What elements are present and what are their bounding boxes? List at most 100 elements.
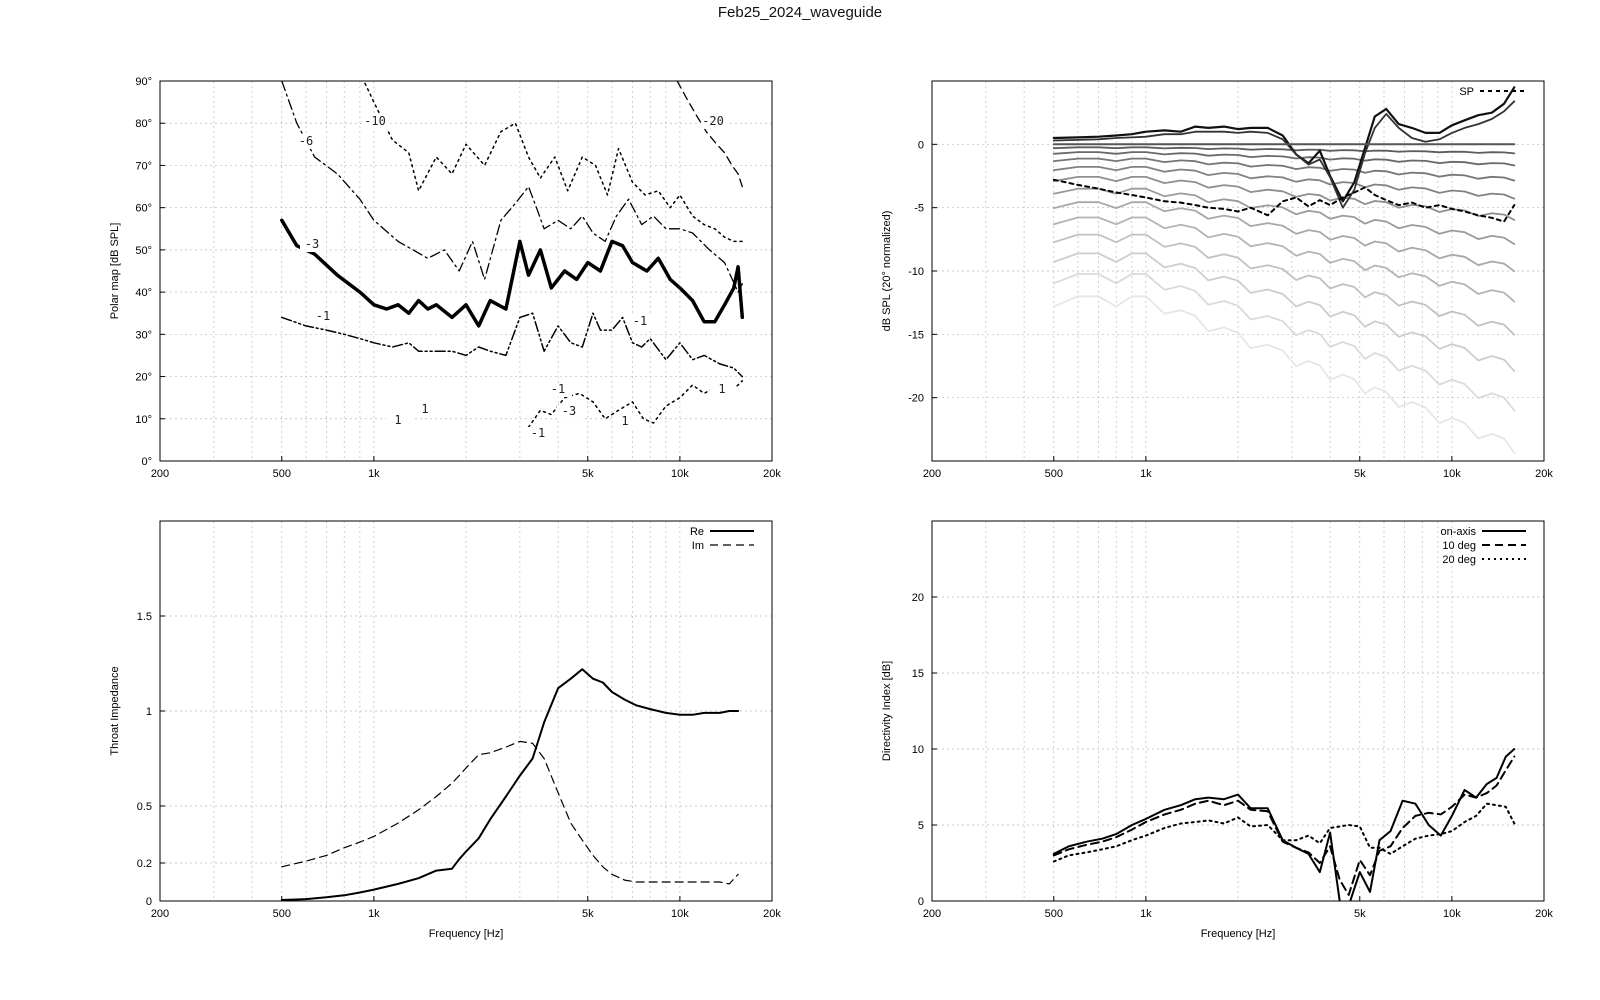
series-20-deg bbox=[1052, 802, 1516, 863]
contour-label-bg bbox=[557, 405, 583, 419]
contour-label: -1 bbox=[316, 309, 330, 323]
contour-line bbox=[676, 81, 743, 188]
x-tick-label: 1k bbox=[1140, 468, 1152, 480]
legend-label: Im bbox=[692, 540, 704, 552]
y-tick-label: 10° bbox=[135, 414, 152, 426]
y-tick-label: 1.5 bbox=[137, 611, 152, 623]
x-tick-label: 200 bbox=[923, 908, 941, 920]
contour-label: 1 bbox=[421, 402, 428, 416]
y-tick-label: 0 bbox=[918, 896, 924, 908]
contour-line bbox=[281, 312, 744, 378]
off-axis-curve bbox=[1052, 187, 1516, 246]
off-axis-curve bbox=[1052, 233, 1516, 336]
contour-label-bg bbox=[300, 238, 326, 252]
y-axis-label: dB SPL (20° normalized) bbox=[881, 211, 893, 332]
x-axis-label: Frequency [Hz] bbox=[429, 928, 504, 940]
contour-label: -1 bbox=[551, 382, 565, 396]
series-0 bbox=[1052, 86, 1516, 203]
plot-area-impedance bbox=[280, 668, 740, 901]
contour-line bbox=[280, 218, 745, 328]
x-tick-label: 200 bbox=[151, 468, 169, 480]
x-tick-label: 1k bbox=[368, 908, 380, 920]
plot-area-polar: -20 -10 -6 -3 -1 -1 1 1 -1 -3 -1 1 1 bbox=[280, 81, 745, 441]
contour-label-bg bbox=[613, 415, 639, 429]
x-tick-label: 500 bbox=[1045, 908, 1063, 920]
y-tick-label: 0.5 bbox=[137, 801, 152, 813]
x-tick-label: 5k bbox=[582, 468, 594, 480]
contour-label-bg bbox=[386, 414, 412, 428]
contour-label-bg bbox=[701, 115, 727, 129]
contour-label-bg bbox=[546, 383, 572, 397]
y-tick-label: 20° bbox=[135, 372, 152, 384]
x-tick-label: 1k bbox=[1140, 908, 1152, 920]
legend-sp-label: SP bbox=[1459, 86, 1474, 98]
contour-label: -1 bbox=[531, 426, 545, 440]
series-sp bbox=[1052, 178, 1516, 223]
off-axis-curve bbox=[1052, 273, 1516, 412]
x-tick-label: 500 bbox=[273, 468, 291, 480]
off-axis-curve bbox=[1052, 216, 1516, 303]
contour-label-bg bbox=[526, 427, 552, 441]
contour-line bbox=[363, 81, 744, 243]
x-tick-label: 5k bbox=[1354, 908, 1366, 920]
contour-label: -3 bbox=[305, 237, 319, 251]
x-axis-label: Frequency [Hz] bbox=[1201, 928, 1276, 940]
off-axis-curve bbox=[1052, 201, 1516, 273]
legend-label: on-axis bbox=[1441, 526, 1477, 538]
contour-label: 1 bbox=[394, 413, 401, 427]
plot-area-di bbox=[1052, 748, 1516, 901]
y-axis-label: Polar map [dB SPL] bbox=[109, 223, 121, 320]
y-tick-label: 90° bbox=[135, 76, 152, 88]
y-tick-label: 60° bbox=[135, 203, 152, 215]
contour-label: -3 bbox=[562, 404, 576, 418]
x-tick-label: 20k bbox=[1535, 908, 1553, 920]
off-axis-curve bbox=[1052, 151, 1516, 167]
y-tick-label: 50° bbox=[135, 245, 152, 257]
plot-frame bbox=[931, 520, 1545, 902]
x-tick-label: 20k bbox=[763, 468, 781, 480]
y-tick-label: 0 bbox=[146, 896, 152, 908]
contour-label: -1 bbox=[633, 314, 647, 328]
series-Im bbox=[281, 740, 739, 885]
off-axis-curve bbox=[1052, 165, 1516, 200]
panel-di: 200 500 1k 5k 10k 20k 0 5 10 15 20 Directivity Inde… bbox=[881, 520, 1553, 940]
figure-title: Feb25_2024_waveguide bbox=[717, 4, 883, 21]
off-axis-curve bbox=[1052, 157, 1516, 182]
y-tick-label: 20 bbox=[912, 592, 924, 604]
series-on-axis bbox=[1052, 748, 1516, 901]
contour-label-bg bbox=[413, 403, 439, 417]
contour-label-bg bbox=[628, 315, 654, 329]
x-tick-label: 500 bbox=[273, 908, 291, 920]
panel-impedance: 200 500 1k 5k 10k 20k 0 0.2 0.5 1 1.5 Throat Impeda… bbox=[109, 520, 781, 940]
y-tick-label: 0° bbox=[141, 456, 152, 468]
y-tick-label: 40° bbox=[135, 287, 152, 299]
contour-label: -20 bbox=[702, 114, 724, 128]
y-tick-label: -15 bbox=[908, 329, 924, 341]
x-tick-label: 10k bbox=[1443, 468, 1461, 480]
x-tick-label: 500 bbox=[1045, 468, 1063, 480]
y-tick-label: 80° bbox=[135, 118, 152, 130]
x-tick-label: 10k bbox=[671, 908, 689, 920]
x-tick-label: 5k bbox=[1354, 468, 1366, 480]
y-tick-label: -20 bbox=[908, 393, 924, 405]
panel-polar: 200 500 1k 5k 10k 20k 0° 10° 20° 30° 40° 50° 60° 70° 8… bbox=[109, 76, 781, 480]
x-tick-label: 5k bbox=[582, 908, 594, 920]
off-axis-curve bbox=[1052, 175, 1516, 221]
contour-label: -10 bbox=[364, 114, 386, 128]
y-tick-label: 1 bbox=[146, 706, 152, 718]
off-axis-curve bbox=[1052, 252, 1516, 373]
y-tick-label: 10 bbox=[912, 744, 924, 756]
off-axis-curve bbox=[1052, 146, 1516, 155]
contour-label-bg bbox=[294, 135, 320, 149]
contour-label-bg bbox=[311, 310, 337, 324]
y-tick-label: -10 bbox=[908, 266, 924, 278]
legend-label: 10 deg bbox=[1442, 540, 1476, 552]
panel-spl: 200 500 1k 5k 10k 20k 0 -5 -10 -15 -20 dB SPL (20° … bbox=[881, 80, 1553, 480]
contour-line bbox=[281, 81, 743, 293]
plot-frame bbox=[159, 80, 773, 462]
off-axis-curve bbox=[1052, 295, 1516, 454]
series-1 bbox=[1052, 100, 1516, 209]
y-axis-label: Directivity Index [dB] bbox=[881, 661, 893, 761]
x-tick-label: 200 bbox=[151, 908, 169, 920]
